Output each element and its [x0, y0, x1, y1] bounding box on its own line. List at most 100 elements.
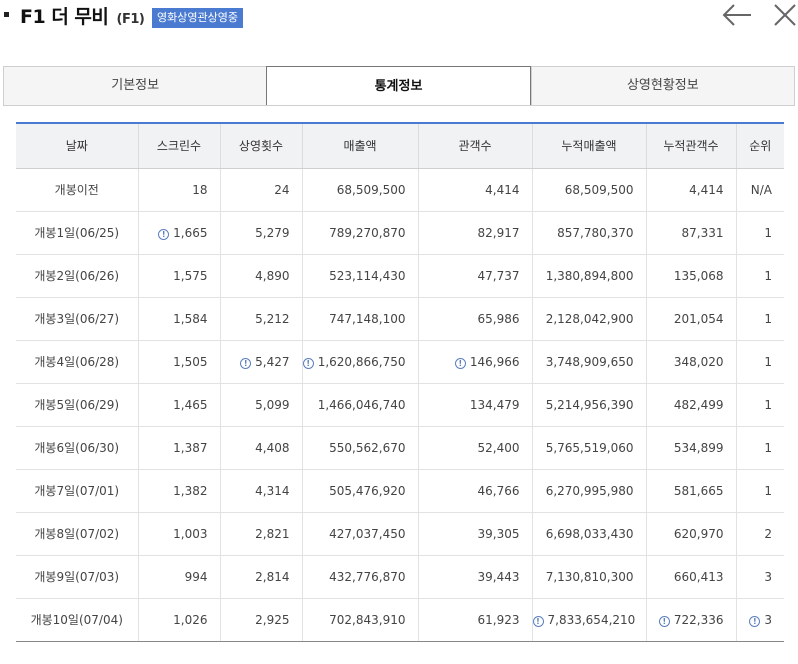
cell-value: 6,270,995,980 — [545, 483, 634, 498]
cell-value: 1,505 — [173, 354, 208, 369]
cell-value: 505,476,920 — [329, 483, 406, 498]
cell-value: 개봉3일(06/27) — [34, 312, 120, 326]
cell-value: 1 — [764, 311, 772, 326]
table-row: 개봉6일(06/30) 1,387 4,408 550,562,670 52,400 5,… — [16, 426, 784, 470]
cell-value: 620,970 — [673, 526, 724, 541]
cell-value: 개봉7일(07/01) — [34, 484, 120, 498]
page-title: F1 더 무비 (F1) — [20, 2, 145, 29]
cell-value: 39,443 — [477, 569, 520, 584]
cell-value: 2,814 — [255, 569, 290, 584]
cell-value: 82,917 — [477, 225, 520, 240]
table-cell: 660,413 — [645, 555, 736, 599]
table-cell: ! 722,336 — [645, 598, 736, 642]
table-cell: 개봉5일(06/29) — [16, 383, 138, 427]
cell-value: 1 — [764, 483, 772, 498]
cell-value: 523,114,430 — [329, 268, 406, 283]
table-cell: 개봉8일(07/02) — [16, 512, 138, 556]
statistics-table: 날짜 스크린수 상영횟수 매출액 관객수 누적매출액 누적관객수 순위 개봉이전 18 24 68,… — [16, 122, 784, 642]
cell-value: 146,966 — [469, 354, 520, 369]
cell-value: 68,509,500 — [564, 182, 634, 197]
cell-value: 7,833,654,210 — [547, 612, 636, 627]
cell-value: 432,776,870 — [329, 569, 406, 584]
table-cell: 747,148,100 — [301, 297, 418, 341]
table-cell: 68,509,500 — [301, 168, 418, 212]
table-cell: 52,400 — [417, 426, 532, 470]
cell-value: 4,414 — [689, 182, 724, 197]
column-header: 관객수 — [417, 122, 532, 169]
cell-value: 3 — [764, 569, 772, 584]
table-cell: 4,890 — [219, 254, 302, 298]
table-cell: 1 — [735, 383, 784, 427]
table-cell: 4,408 — [219, 426, 302, 470]
table-cell: 1 — [735, 254, 784, 298]
table-cell: 61,923 — [417, 598, 532, 642]
column-header: 상영횟수 — [219, 122, 302, 169]
cell-value: 1 — [764, 440, 772, 455]
table-cell: 2 — [735, 512, 784, 556]
table-cell: 개봉3일(06/27) — [16, 297, 138, 341]
info-circle-icon[interactable]: ! — [302, 357, 314, 369]
table-row: 개봉4일(06/28) 1,505! 5,427! 1,620,866,750! 146… — [16, 340, 784, 384]
tab-screening-status[interactable]: 상영현황정보 — [530, 67, 795, 105]
table-cell: ! 1,620,866,750 — [301, 340, 418, 384]
table-row: 개봉1일(06/25)! 1,665 5,279 789,270,870 82,917 8… — [16, 211, 784, 255]
cell-value: 개봉8일(07/02) — [34, 527, 120, 541]
table-cell: 482,499 — [645, 383, 736, 427]
cell-value: 65,986 — [477, 311, 520, 326]
close-icon[interactable] — [772, 2, 798, 28]
cell-value: 134,479 — [469, 397, 520, 412]
cell-value: 2 — [764, 526, 772, 541]
table-cell: ! 1,665 — [137, 211, 220, 255]
cell-value: 550,562,670 — [329, 440, 406, 455]
table-cell: 550,562,670 — [301, 426, 418, 470]
cell-value: 581,665 — [673, 483, 724, 498]
arrow-left-icon[interactable] — [720, 2, 754, 28]
table-row: 개봉10일(07/04) 1,026 2,925 702,843,910 61,923!… — [16, 598, 784, 642]
column-header: 스크린수 — [137, 122, 220, 169]
cell-value: 857,780,370 — [557, 225, 634, 240]
cell-value: 1,584 — [173, 311, 208, 326]
info-circle-icon[interactable]: ! — [749, 615, 761, 627]
table-cell: 개봉7일(07/01) — [16, 469, 138, 513]
tab-basic-info[interactable]: 기본정보 — [3, 67, 267, 105]
table-cell: 2,925 — [219, 598, 302, 642]
cell-value: 52,400 — [477, 440, 520, 455]
cell-value: 789,270,870 — [329, 225, 406, 240]
cell-value: 5,765,519,060 — [545, 440, 634, 455]
table-cell: 789,270,870 — [301, 211, 418, 255]
info-circle-icon[interactable]: ! — [454, 357, 466, 369]
info-circle-icon[interactable]: ! — [532, 615, 544, 627]
cell-value: 3,748,909,650 — [545, 354, 634, 369]
cell-value: 427,037,450 — [329, 526, 406, 541]
cell-value: 348,020 — [673, 354, 724, 369]
cell-value: 482,499 — [673, 397, 724, 412]
table-cell: 39,305 — [417, 512, 532, 556]
table-cell: 4,314 — [219, 469, 302, 513]
table-cell: 82,917 — [417, 211, 532, 255]
table-cell: 1 — [735, 211, 784, 255]
table-header: 날짜 스크린수 상영횟수 매출액 관객수 누적매출액 누적관객수 순위 — [16, 122, 784, 169]
table-cell: 201,054 — [645, 297, 736, 341]
column-header: 순위 — [735, 122, 784, 169]
cell-value: 1,382 — [173, 483, 208, 498]
table-cell: 857,780,370 — [531, 211, 646, 255]
table-cell: 5,279 — [219, 211, 302, 255]
cell-value: 47,737 — [477, 268, 520, 283]
info-circle-icon[interactable]: ! — [658, 615, 670, 627]
table-cell: 5,099 — [219, 383, 302, 427]
info-circle-icon[interactable]: ! — [240, 357, 252, 369]
table-row: 개봉7일(07/01) 1,382 4,314 505,476,920 46,766 6,… — [16, 469, 784, 513]
table-cell: 581,665 — [645, 469, 736, 513]
table-cell: 87,331 — [645, 211, 736, 255]
cell-value: 개봉2일(06/26) — [34, 269, 120, 283]
table-cell: 1,466,046,740 — [301, 383, 418, 427]
cell-value: 2,925 — [255, 612, 290, 627]
cell-value: 201,054 — [673, 311, 724, 326]
tab-statistics[interactable]: 통계정보 — [266, 66, 531, 105]
table-cell: 534,899 — [645, 426, 736, 470]
table-cell: 2,821 — [219, 512, 302, 556]
table-cell: 39,443 — [417, 555, 532, 599]
table-cell: 1 — [735, 297, 784, 341]
cell-value: 1 — [764, 354, 772, 369]
info-circle-icon[interactable]: ! — [158, 228, 170, 240]
